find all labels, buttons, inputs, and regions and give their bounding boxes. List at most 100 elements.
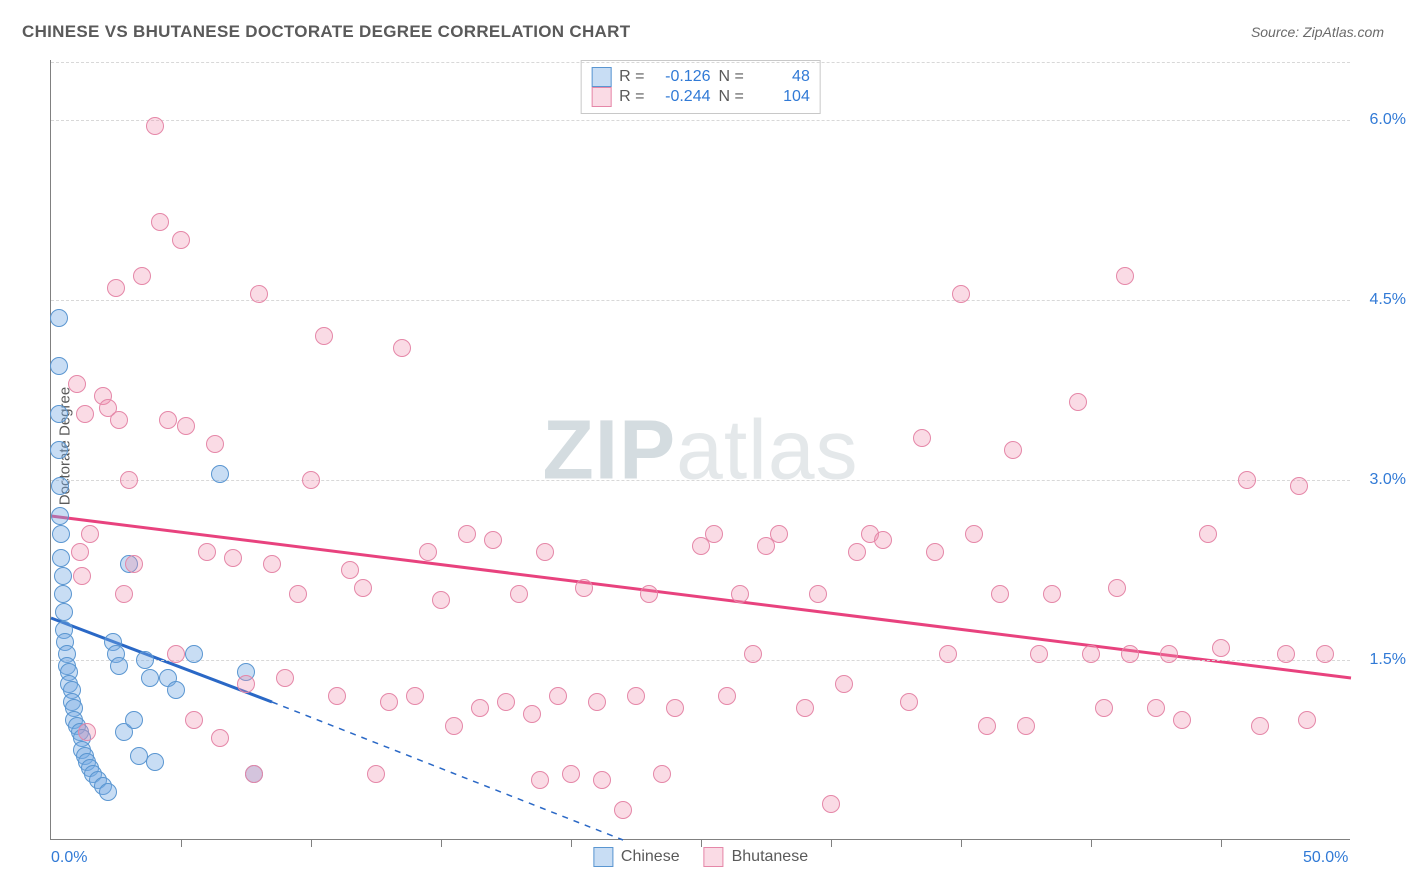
data-point [185, 711, 203, 729]
data-point [796, 699, 814, 717]
data-point [1290, 477, 1308, 495]
source-name: ZipAtlas.com [1303, 24, 1384, 40]
data-point [549, 687, 567, 705]
data-point [531, 771, 549, 789]
plot-area: ZIPatlas R =-0.126N =48R =-0.244N =104 C… [50, 60, 1350, 840]
data-point [1069, 393, 1087, 411]
source-label: Source: ZipAtlas.com [1251, 24, 1384, 40]
data-point [206, 435, 224, 453]
regression-lines [51, 60, 1350, 839]
data-point [419, 543, 437, 561]
data-point [705, 525, 723, 543]
x-tick [181, 839, 182, 847]
data-point [133, 267, 151, 285]
data-point [978, 717, 996, 735]
data-point [380, 693, 398, 711]
data-point [177, 417, 195, 435]
data-point [52, 549, 70, 567]
data-point [68, 375, 86, 393]
legend-swatch [591, 67, 611, 87]
data-point [354, 579, 372, 597]
data-point [224, 549, 242, 567]
gridline [51, 300, 1350, 301]
gridline [51, 120, 1350, 121]
data-point [393, 339, 411, 357]
data-point [1316, 645, 1334, 663]
data-point [1095, 699, 1113, 717]
data-point [848, 543, 866, 561]
gridline [51, 480, 1350, 481]
legend-r-label: R = [619, 68, 644, 86]
data-point [614, 801, 632, 819]
data-point [536, 543, 554, 561]
y-tick-label: 1.5% [1370, 651, 1406, 669]
data-point [110, 657, 128, 675]
series-legend-label: Bhutanese [732, 848, 809, 866]
data-point [136, 651, 154, 669]
data-point [328, 687, 346, 705]
x-tick [961, 839, 962, 847]
x-tick [1091, 839, 1092, 847]
data-point [471, 699, 489, 717]
data-point [575, 579, 593, 597]
data-point [822, 795, 840, 813]
data-point [81, 525, 99, 543]
data-point [1238, 471, 1256, 489]
legend-swatch [591, 87, 611, 107]
data-point [237, 675, 255, 693]
data-point [146, 753, 164, 771]
data-point [445, 717, 463, 735]
x-tick [571, 839, 572, 847]
data-point [159, 411, 177, 429]
data-point [211, 729, 229, 747]
data-point [731, 585, 749, 603]
data-point [640, 585, 658, 603]
data-point [952, 285, 970, 303]
data-point [1199, 525, 1217, 543]
data-point [167, 645, 185, 663]
data-point [939, 645, 957, 663]
regression-legend: R =-0.126N =48R =-0.244N =104 [580, 60, 821, 114]
data-point [1212, 639, 1230, 657]
legend-n-label: N = [719, 68, 744, 86]
x-tick [701, 839, 702, 847]
watermark-rest: atlas [676, 402, 858, 496]
data-point [718, 687, 736, 705]
data-point [1298, 711, 1316, 729]
data-point [874, 531, 892, 549]
data-point [1043, 585, 1061, 603]
data-point [367, 765, 385, 783]
data-point [250, 285, 268, 303]
data-point [211, 465, 229, 483]
data-point [54, 567, 72, 585]
data-point [1160, 645, 1178, 663]
data-point [51, 507, 69, 525]
x-tick [311, 839, 312, 847]
legend-r-label: R = [619, 88, 644, 106]
data-point [913, 429, 931, 447]
data-point [125, 555, 143, 573]
data-point [458, 525, 476, 543]
gridline [51, 62, 1350, 63]
data-point [406, 687, 424, 705]
data-point [107, 279, 125, 297]
data-point [497, 693, 515, 711]
data-point [263, 555, 281, 573]
data-point [110, 411, 128, 429]
data-point [588, 693, 606, 711]
legend-r-value: -0.126 [653, 68, 711, 86]
x-tick-label: 50.0% [1303, 849, 1348, 867]
data-point [627, 687, 645, 705]
legend-n-value: 104 [752, 88, 810, 106]
data-point [55, 603, 73, 621]
data-point [1116, 267, 1134, 285]
legend-row: R =-0.244N =104 [591, 87, 810, 107]
data-point [146, 117, 164, 135]
data-point [167, 681, 185, 699]
data-point [1108, 579, 1126, 597]
data-point [562, 765, 580, 783]
chart-title: CHINESE VS BHUTANESE DOCTORATE DEGREE CO… [22, 22, 630, 42]
data-point [666, 699, 684, 717]
data-point [120, 471, 138, 489]
y-tick-label: 4.5% [1370, 291, 1406, 309]
